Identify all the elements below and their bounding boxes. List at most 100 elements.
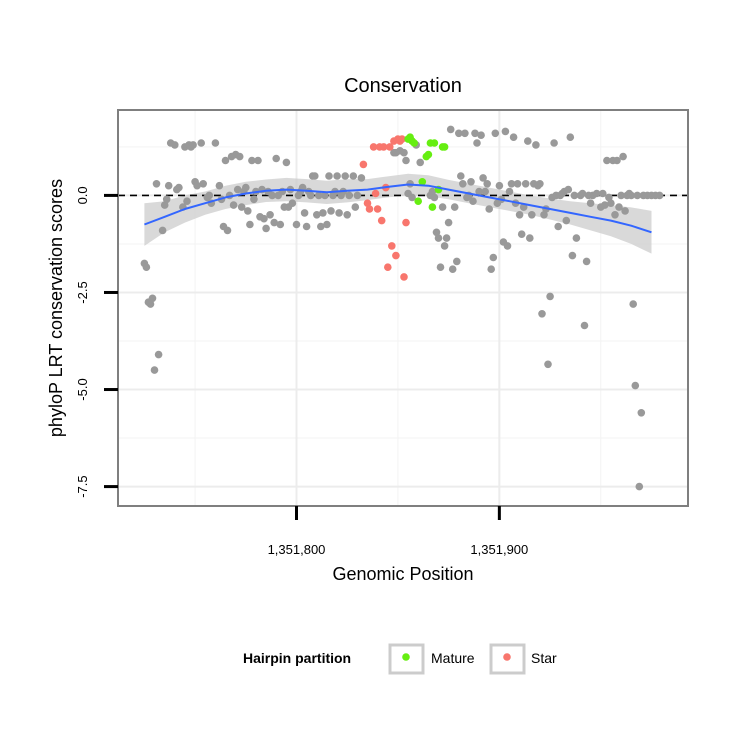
point-mature — [410, 139, 419, 147]
point-other — [300, 209, 309, 217]
point-other — [183, 197, 191, 205]
point-other — [171, 141, 179, 149]
point-other — [554, 222, 562, 231]
point-other — [448, 265, 457, 274]
point-other — [237, 203, 246, 211]
point-other — [655, 191, 664, 200]
point-other — [459, 180, 467, 188]
point-other — [483, 180, 492, 188]
point-other — [566, 133, 575, 141]
point-other — [221, 156, 230, 165]
point-other — [351, 203, 360, 211]
point-other — [503, 242, 512, 250]
point-other — [444, 218, 453, 227]
point-other — [321, 191, 329, 200]
point-star — [359, 160, 368, 169]
point-other — [408, 193, 416, 202]
point-other — [564, 185, 573, 194]
point-other — [229, 201, 238, 209]
point-other — [345, 191, 354, 200]
point-other — [150, 366, 159, 374]
legend: Hairpin partition Mature Star — [243, 643, 557, 675]
data-points — [140, 125, 664, 491]
point-other — [146, 300, 155, 308]
point-other — [546, 292, 554, 301]
point-star — [398, 135, 406, 143]
point-other — [601, 201, 609, 209]
point-star — [388, 242, 396, 250]
point-other — [586, 199, 595, 207]
point-other — [400, 148, 408, 157]
y-tick-label: -7.5 — [75, 475, 90, 497]
point-other — [333, 172, 341, 180]
point-other — [572, 234, 581, 242]
smooth-line — [144, 183, 652, 234]
point-other — [599, 189, 607, 198]
point-other — [538, 310, 546, 318]
legend-dot-mature — [402, 653, 410, 661]
point-other — [233, 185, 242, 194]
point-other — [335, 209, 343, 217]
point-other — [148, 294, 157, 303]
chart-title: Conservation — [344, 75, 462, 97]
plot-frame — [117, 109, 689, 507]
point-other — [315, 191, 323, 200]
legend-dot-star — [503, 653, 511, 661]
point-other — [457, 172, 465, 180]
point-other — [432, 228, 441, 237]
point-other — [244, 207, 252, 215]
point-other — [479, 174, 487, 182]
point-other — [254, 156, 262, 165]
point-other — [507, 180, 516, 188]
point-other — [270, 218, 279, 227]
point-other — [353, 191, 362, 200]
point-other — [142, 263, 151, 272]
point-mature — [440, 143, 449, 151]
point-mature — [428, 203, 437, 211]
point-mature — [424, 150, 433, 159]
y-axis-title: phyloP LRT conservation scores — [46, 179, 66, 437]
point-other — [164, 181, 173, 190]
point-other — [311, 172, 319, 180]
point-other — [440, 242, 449, 250]
point-other — [189, 141, 197, 149]
point-other — [211, 139, 220, 147]
point-other — [526, 234, 534, 242]
point-other — [343, 211, 352, 219]
point-other — [467, 178, 475, 186]
point-star — [377, 216, 386, 225]
point-star — [373, 205, 382, 213]
point-other — [473, 139, 481, 147]
point-other — [629, 300, 637, 308]
point-other — [635, 482, 644, 491]
point-other — [495, 181, 504, 190]
point-other — [442, 234, 451, 242]
point-other — [536, 180, 544, 188]
point-star — [402, 218, 410, 227]
x-tick-label: 1,351,800 — [268, 542, 326, 557]
point-other — [223, 226, 232, 235]
point-star — [384, 263, 392, 272]
point-other — [319, 209, 327, 217]
point-other — [357, 174, 366, 182]
point-other — [158, 226, 167, 235]
point-other — [471, 129, 479, 138]
point-other — [540, 211, 548, 219]
point-other — [430, 193, 439, 202]
point-other — [607, 199, 615, 207]
point-other — [306, 191, 315, 200]
point-other — [637, 409, 646, 417]
x-tick-label: 1,351,900 — [470, 542, 528, 557]
point-other — [491, 129, 500, 138]
point-other — [288, 199, 297, 207]
point-other — [205, 191, 214, 200]
point-other — [162, 195, 171, 204]
point-other — [455, 129, 463, 138]
point-star — [400, 273, 408, 281]
point-other — [292, 220, 301, 229]
point-other — [402, 156, 410, 165]
point-other — [528, 211, 536, 219]
point-other — [603, 156, 611, 165]
point-other — [197, 139, 205, 147]
